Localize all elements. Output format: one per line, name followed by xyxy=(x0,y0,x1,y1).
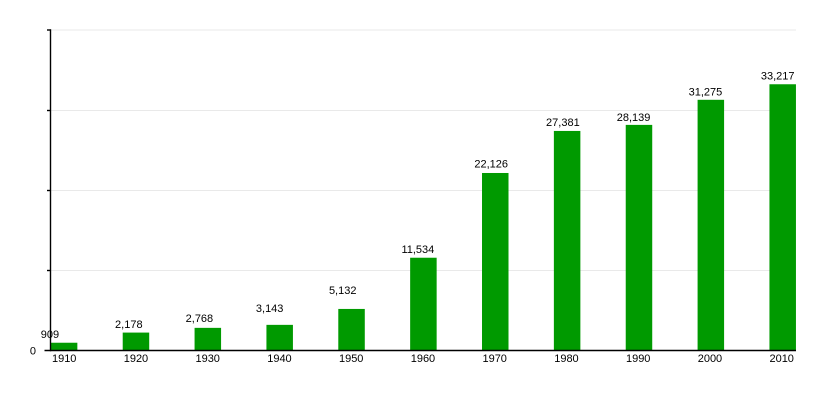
svg-text:27,381: 27,381 xyxy=(546,117,580,129)
svg-text:33,217: 33,217 xyxy=(761,71,795,83)
svg-text:1910: 1910 xyxy=(52,353,76,365)
svg-text:28,139: 28,139 xyxy=(617,112,651,124)
svg-text:2,768: 2,768 xyxy=(186,313,214,325)
svg-text:22,126: 22,126 xyxy=(474,158,508,170)
svg-text:1990: 1990 xyxy=(626,353,650,365)
svg-text:3,143: 3,143 xyxy=(256,303,284,315)
svg-text:1930: 1930 xyxy=(195,353,219,365)
svg-text:2010: 2010 xyxy=(769,353,793,365)
svg-text:1920: 1920 xyxy=(124,353,148,365)
svg-text:909: 909 xyxy=(41,329,59,341)
svg-text:11,534: 11,534 xyxy=(401,244,434,256)
svg-text:5,132: 5,132 xyxy=(329,285,357,297)
svg-text:1950: 1950 xyxy=(339,353,363,365)
svg-text:1940: 1940 xyxy=(267,353,291,365)
svg-text:2000: 2000 xyxy=(698,353,722,365)
svg-text:1970: 1970 xyxy=(482,353,506,365)
svg-text:31,275: 31,275 xyxy=(689,86,723,98)
svg-text:2,178: 2,178 xyxy=(115,319,143,331)
svg-text:0: 0 xyxy=(30,346,36,358)
svg-text:1980: 1980 xyxy=(554,353,578,365)
svg-text:1960: 1960 xyxy=(411,353,435,365)
